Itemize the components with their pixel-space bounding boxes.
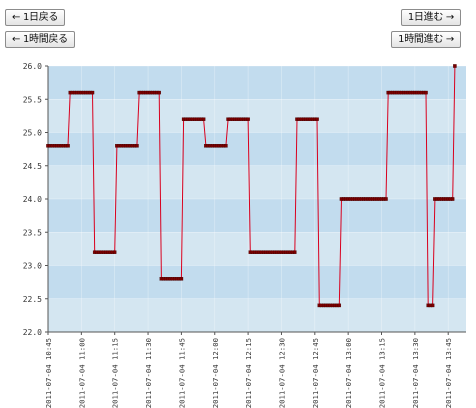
y-tick-label: 24.5 <box>23 162 42 171</box>
plot-band <box>48 132 466 166</box>
data-point <box>201 117 206 121</box>
x-axis-ticks: 2011-07-04 10:45 2011-07-04 11:00 2011-07-… <box>44 332 453 408</box>
y-tick-label: 22.5 <box>23 295 42 304</box>
data-point <box>430 303 435 308</box>
data-point <box>157 90 161 95</box>
data-point <box>315 117 319 121</box>
prev-day-button[interactable]: ← 1日戻る <box>5 9 66 26</box>
data-point <box>112 250 117 254</box>
y-tick-label: 25.5 <box>23 95 42 104</box>
next-day-button[interactable]: 1日進む → <box>400 9 461 26</box>
data-point <box>179 277 184 281</box>
x-tick-label: 2011-07-04 13:45 <box>444 338 453 408</box>
plot-background-bands <box>48 66 466 332</box>
x-tick-label: 2011-07-04 12:00 <box>211 338 220 408</box>
data-point <box>293 250 297 254</box>
data-point <box>66 144 70 148</box>
y-tick-label: 23.5 <box>23 228 42 237</box>
data-point <box>384 197 388 201</box>
plot-band <box>48 298 466 332</box>
y-tick-label: 22.0 <box>23 328 42 337</box>
x-tick-label: 2011-07-04 12:45 <box>311 338 320 408</box>
x-tick-label: 2011-07-04 12:15 <box>244 338 253 408</box>
data-point <box>135 144 139 148</box>
data-point <box>337 303 342 308</box>
next-hour-button[interactable]: 1時間進む → <box>391 31 461 48</box>
plot-band <box>48 199 466 233</box>
prev-hour-button[interactable]: ← 1時間戻る <box>5 31 75 48</box>
data-point <box>246 117 250 121</box>
data-point <box>424 90 428 95</box>
y-tick-label: 24.0 <box>23 195 42 204</box>
x-tick-label: 2011-07-04 13:00 <box>344 338 353 408</box>
marker-layer <box>46 64 457 308</box>
x-tick-label: 2011-07-04 13:15 <box>378 338 387 408</box>
y-tick-label: 26.0 <box>23 62 42 71</box>
data-point <box>90 90 95 95</box>
x-tick-label: 2011-07-04 10:45 <box>44 338 53 408</box>
x-tick-label: 2011-07-04 11:00 <box>77 338 86 408</box>
plot-band <box>48 99 466 133</box>
plot-band <box>48 265 466 299</box>
data-point <box>450 197 455 201</box>
x-tick-label: 2011-07-04 11:30 <box>144 338 153 408</box>
x-tick-label: 2011-07-04 13:30 <box>411 338 420 408</box>
y-axis-ticks: 22.0 22.5 23.0 23.5 24.0 24.5 25.0 25.5 26.0 <box>23 62 48 337</box>
plot-band <box>48 165 466 199</box>
plot-band <box>48 232 466 266</box>
y-tick-label: 25.0 <box>23 129 42 138</box>
x-tick-label: 2011-07-04 12:30 <box>277 338 286 408</box>
x-tick-label: 2011-07-04 11:15 <box>111 338 120 408</box>
data-point <box>224 144 228 148</box>
data-point <box>453 64 457 68</box>
y-tick-label: 23.0 <box>23 262 42 271</box>
x-tick-label: 2011-07-04 11:45 <box>177 338 186 408</box>
